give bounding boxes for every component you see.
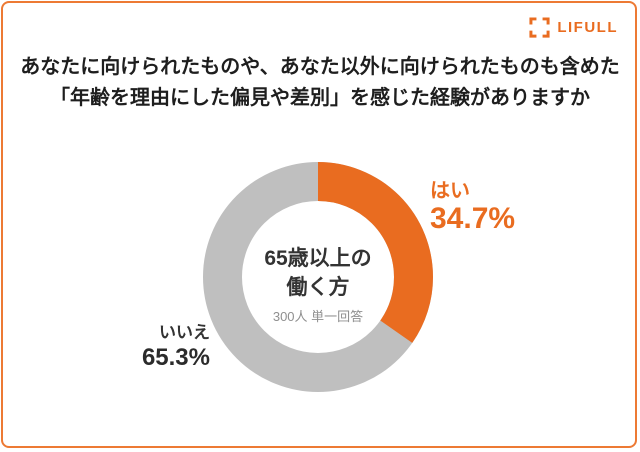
title-line-2: 「年齢を理由にした偏見や差別」を感じた経験がありますか xyxy=(50,87,590,109)
title-line-1: あなたに向けられたものや、あなた以外に向けられたものも含めた xyxy=(20,56,620,78)
center-label-line-1: 65歳以上の xyxy=(264,247,372,270)
yes-label: はい xyxy=(430,180,470,202)
lifull-logo: LIFULL xyxy=(529,17,618,38)
no-percentage: 65.3% xyxy=(141,344,210,371)
viewfinder-brackets-icon xyxy=(529,17,550,38)
yes-percentage: 34.7% xyxy=(430,202,516,235)
no-label: いいえ xyxy=(159,323,210,342)
page-title: あなたに向けられたものや、あなた以外に向けられたものも含めた 「年齢を理由にした… xyxy=(0,52,640,114)
donut-segment-yes xyxy=(203,162,433,392)
sample-size-note: 300人 単一回答 xyxy=(272,309,364,324)
center-label-line-2: 働く方 xyxy=(286,276,350,299)
logo-text: LIFULL xyxy=(557,19,618,36)
segment-label-no: いいえ 65.3% xyxy=(110,322,210,372)
segment-label-yes: はい 34.7% xyxy=(430,180,515,235)
donut-chart xyxy=(198,157,438,397)
donut-center-label: 65歳以上の 働く方 300人 単一回答 xyxy=(198,244,438,325)
